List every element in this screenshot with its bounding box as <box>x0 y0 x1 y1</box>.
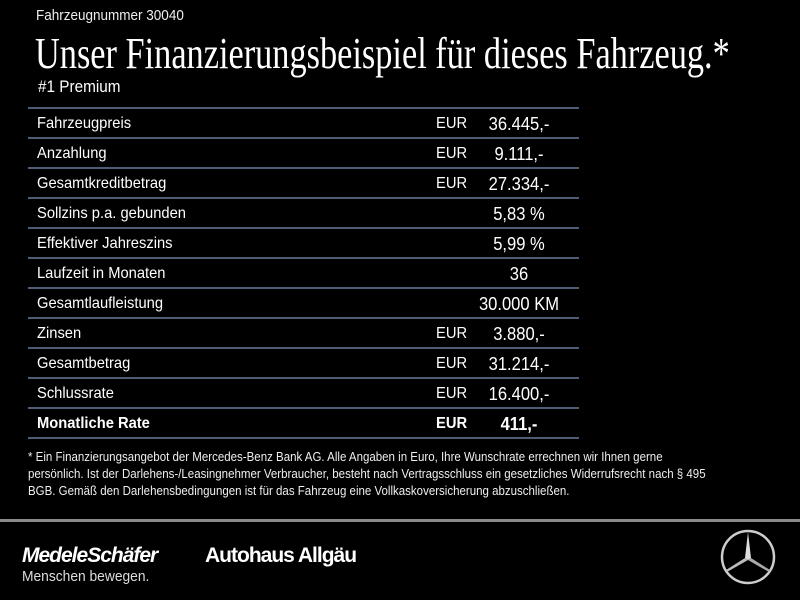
brand-logo-autohaus-allgaeu: Autohaus Allgäu <box>205 544 357 567</box>
subtitle: #1 Premium <box>38 77 121 96</box>
row-currency: EUR <box>436 385 468 402</box>
row-label: Gesamtbetrag <box>37 355 131 372</box>
row-value: 27.334,- <box>488 174 550 194</box>
page-title: Unser Finanzierungsbeispiel für dieses F… <box>35 29 730 78</box>
financing-table: Fahrzeugpreis EUR 36.445,- Anzahlung EUR … <box>28 107 579 439</box>
vehicle-number: Fahrzeugnummer 30040 <box>36 7 184 24</box>
table-row: Gesamtbetrag EUR 31.214,- <box>28 349 579 379</box>
row-label: Fahrzeugpreis <box>37 115 132 132</box>
row-currency: EUR <box>436 175 468 192</box>
footnote: * Ein Finanzierungsangebot der Mercedes-… <box>28 450 706 498</box>
table-row: Zinsen EUR 3.880,- <box>28 319 579 349</box>
row-value: 30.000 KM <box>478 294 560 314</box>
row-currency: EUR <box>436 115 468 132</box>
slogan: Menschen bewegen. <box>22 568 150 585</box>
brand-logo-medeleschaefer: MedeleSchäfer <box>22 544 158 567</box>
row-value: 16.400,- <box>488 384 550 404</box>
row-currency: EUR <box>436 415 468 432</box>
table-row: Monatliche Rate EUR 411,- <box>28 409 579 439</box>
row-currency: EUR <box>436 325 468 342</box>
row-value: 411,- <box>500 414 538 434</box>
row-value: 9.111,- <box>494 144 544 164</box>
table-row: Fahrzeugpreis EUR 36.445,- <box>28 109 579 139</box>
row-label: Laufzeit in Monaten <box>37 265 166 282</box>
row-value: 5,99 % <box>493 234 545 254</box>
row-label: Gesamtkreditbetrag <box>37 175 167 192</box>
table-row: Laufzeit in Monaten 36 <box>28 259 579 289</box>
row-currency: EUR <box>436 355 468 372</box>
row-value: 36 <box>509 264 529 284</box>
divider <box>0 519 800 522</box>
row-label: Gesamtlaufleistung <box>37 295 164 312</box>
mercedes-star-icon <box>720 529 776 585</box>
row-label: Anzahlung <box>37 145 107 162</box>
table-row: Schlussrate EUR 16.400,- <box>28 379 579 409</box>
row-label: Sollzins p.a. gebunden <box>37 205 186 222</box>
table-row: Gesamtkreditbetrag EUR 27.334,- <box>28 169 579 199</box>
row-label: Schlussrate <box>37 385 114 402</box>
row-value: 36.445,- <box>488 114 550 134</box>
table-row: Gesamtlaufleistung 30.000 KM <box>28 289 579 319</box>
table-row: Anzahlung EUR 9.111,- <box>28 139 579 169</box>
table-row: Effektiver Jahreszins 5,99 % <box>28 229 579 259</box>
row-label: Zinsen <box>37 325 82 342</box>
row-label: Effektiver Jahreszins <box>37 235 173 252</box>
row-value: 31.214,- <box>488 354 550 374</box>
row-value: 5,83 % <box>493 204 545 224</box>
row-currency: EUR <box>436 145 468 162</box>
table-row: Sollzins p.a. gebunden 5,83 % <box>28 199 579 229</box>
row-label: Monatliche Rate <box>37 415 150 432</box>
row-value: 3.880,- <box>493 324 545 344</box>
